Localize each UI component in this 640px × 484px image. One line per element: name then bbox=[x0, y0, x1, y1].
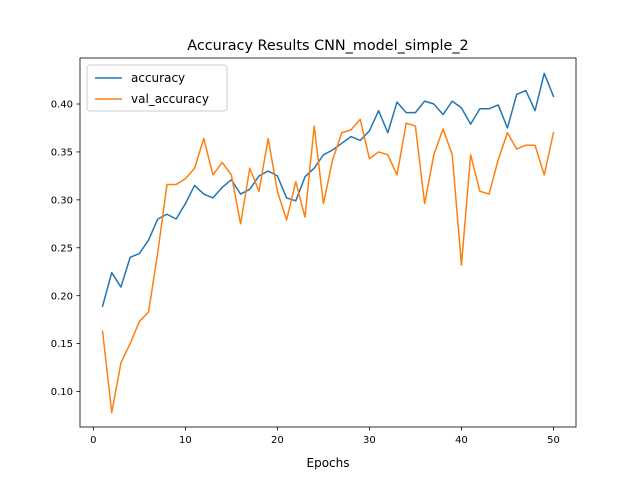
x-axis-label: Epochs bbox=[307, 456, 350, 470]
y-tick-label: 0.20 bbox=[51, 291, 73, 302]
series-line-accuracy bbox=[101, 72, 555, 308]
chart-title: Accuracy Results CNN_model_simple_2 bbox=[187, 38, 468, 54]
x-tick-label: 20 bbox=[271, 435, 284, 446]
legend-label-val-accuracy: val_accuracy bbox=[131, 92, 209, 106]
plot-area: 0 10 20 30 40 50 0.10 0.15 0.20 0.25 0.30 0.35 0.40 a… bbox=[51, 57, 577, 446]
y-tick-label: 0.35 bbox=[51, 148, 73, 159]
y-tick-label: 0.10 bbox=[51, 387, 73, 398]
x-tick-label: 50 bbox=[547, 435, 560, 446]
y-tick-label: 0.15 bbox=[51, 339, 73, 350]
y-tick-label: 0.30 bbox=[51, 195, 73, 206]
x-tick-label: 30 bbox=[363, 435, 376, 446]
x-tick-label: 10 bbox=[179, 435, 192, 446]
series-line-val-accuracy bbox=[101, 118, 555, 414]
y-tick-label: 0.25 bbox=[51, 243, 73, 254]
x-tick-label: 0 bbox=[90, 435, 96, 446]
y-tick-label: 0.40 bbox=[51, 100, 73, 111]
x-tick-label: 40 bbox=[455, 435, 468, 446]
legend-label-accuracy: accuracy bbox=[131, 71, 185, 85]
axes-frame bbox=[79, 57, 577, 428]
